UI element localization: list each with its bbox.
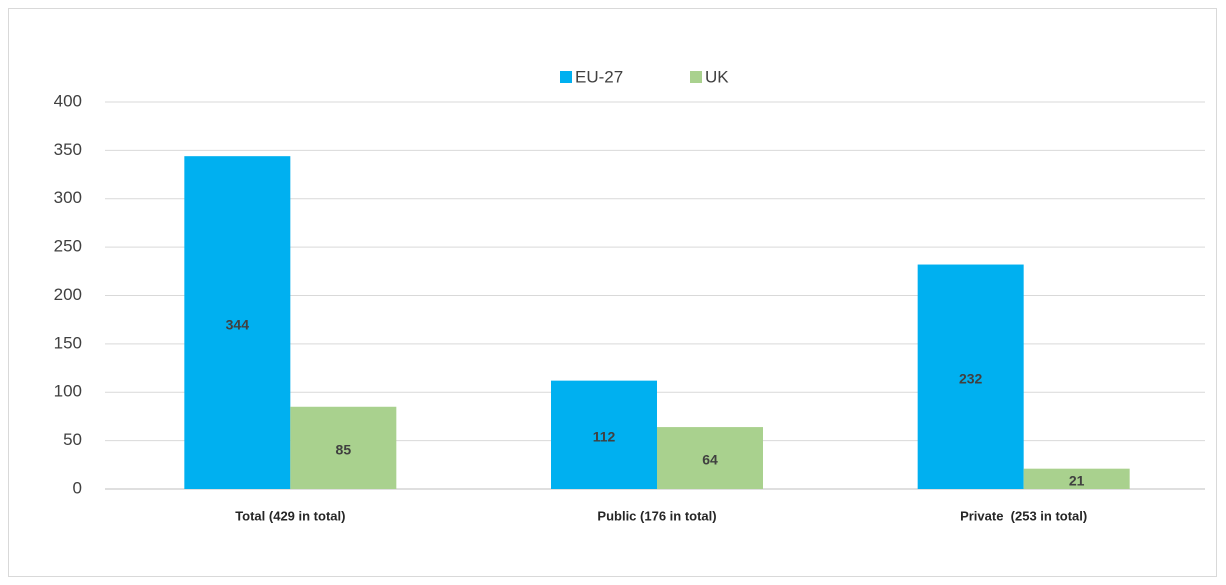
y-tick-label: 100 bbox=[54, 382, 82, 401]
bar bbox=[551, 380, 657, 489]
bar bbox=[184, 156, 291, 489]
y-tick-label: 250 bbox=[54, 237, 82, 256]
legend-swatch bbox=[560, 71, 572, 83]
x-tick-label: Private (253 in total) bbox=[960, 508, 1087, 523]
y-tick-label: 300 bbox=[54, 188, 82, 207]
data-label: 344 bbox=[226, 316, 250, 332]
bar bbox=[917, 264, 1024, 489]
bar bbox=[290, 406, 397, 489]
y-tick-label: 150 bbox=[54, 333, 82, 352]
data-label: 21 bbox=[1069, 473, 1085, 489]
data-label: 232 bbox=[959, 370, 983, 386]
data-label: 85 bbox=[336, 442, 352, 458]
x-tick-label: Public (176 in total) bbox=[597, 508, 716, 523]
y-tick-label: 200 bbox=[54, 285, 82, 304]
legend-label: EU-27 bbox=[575, 67, 623, 86]
legend-label: UK bbox=[705, 67, 729, 86]
y-tick-label: 350 bbox=[54, 140, 82, 159]
y-tick-label: 50 bbox=[63, 430, 82, 449]
y-tick-label: 400 bbox=[54, 91, 82, 110]
bar bbox=[1023, 468, 1130, 489]
y-tick-label: 0 bbox=[73, 478, 82, 497]
data-label: 112 bbox=[593, 429, 616, 445]
data-label: 64 bbox=[702, 452, 718, 468]
legend-swatch bbox=[690, 71, 702, 83]
bar bbox=[657, 427, 763, 489]
x-tick-label: Total (429 in total) bbox=[235, 508, 345, 523]
